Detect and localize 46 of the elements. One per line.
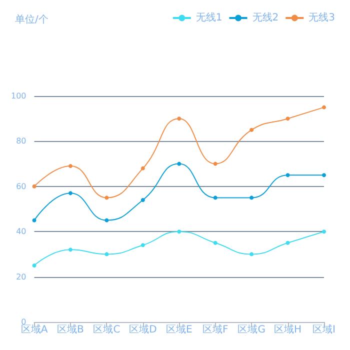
point — [68, 164, 72, 168]
y-tick-label: 80 — [16, 136, 26, 146]
point — [177, 162, 182, 166]
x-tick-label: 区域A — [20, 324, 48, 336]
point — [286, 173, 290, 178]
legend-label: 无线1 — [196, 12, 222, 24]
point — [104, 196, 109, 200]
legend-label: 无线3 — [308, 12, 336, 24]
point — [286, 240, 290, 245]
point — [322, 230, 326, 234]
point — [213, 196, 218, 200]
point — [32, 264, 36, 268]
point — [286, 116, 290, 121]
point — [140, 198, 145, 202]
y-tick-label: 20 — [16, 272, 26, 282]
point — [250, 196, 254, 200]
point — [32, 184, 36, 188]
point — [250, 128, 254, 132]
x-tick-label: 区域H — [274, 324, 302, 336]
point — [177, 116, 182, 121]
y-tick-label: 60 — [16, 182, 26, 191]
point — [213, 240, 218, 245]
x-tick-label: 区域D — [129, 324, 158, 336]
legend-label: 无线2 — [252, 12, 279, 24]
point — [250, 252, 254, 256]
point — [32, 218, 36, 222]
y-tick-label: 0 — [21, 318, 26, 326]
x-tick-label: 区域B — [57, 324, 84, 336]
point — [140, 166, 145, 170]
x-tick-label: 区域E — [166, 324, 192, 336]
point — [140, 243, 145, 248]
point — [104, 218, 109, 222]
y-tick-label: 40 — [16, 227, 26, 236]
x-tick-label: 区域G — [238, 324, 266, 336]
point — [68, 191, 72, 196]
x-tick-label: 区域F — [202, 324, 228, 336]
point — [213, 162, 218, 166]
point — [177, 230, 182, 234]
x-tick-label: 区域I — [312, 324, 336, 336]
text: 单位/个 — [15, 14, 48, 26]
point — [104, 252, 109, 256]
point — [68, 248, 72, 252]
x-tick-label: 区域C — [93, 324, 120, 336]
point — [322, 173, 326, 178]
point — [322, 105, 326, 110]
y-tick-label: 100 — [10, 92, 26, 100]
